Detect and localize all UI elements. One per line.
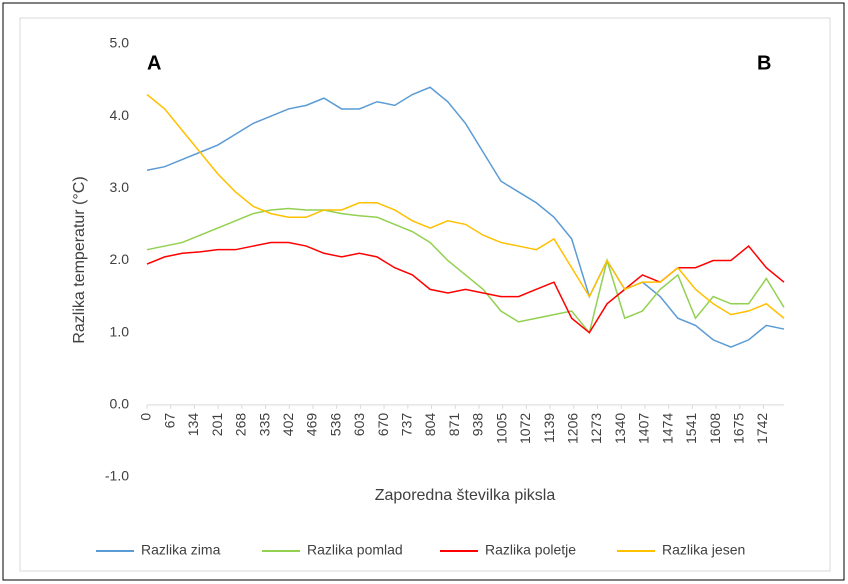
x-tick-label: 1139 [541,413,557,443]
x-tick-label: 469 [304,413,320,437]
x-tick-label: 737 [399,413,415,437]
legend-label: Razlika poletje [485,542,576,558]
x-tick-label: 938 [470,413,486,437]
series-line [146,93,785,319]
chart-border [19,17,831,572]
x-tick-label: 1273 [588,413,604,444]
x-tick-label: 1005 [493,413,509,444]
x-tick-label: 1340 [612,413,628,444]
y-tick-label: 1.0 [110,323,130,339]
y-axis-label: Razlika temperatur (°C) [71,176,88,343]
legend-label: Razlika zima [141,542,221,558]
series-line [146,86,785,348]
x-tick-label: 268 [233,413,249,437]
y-tick-label: 4.0 [110,107,130,123]
x-tick-label: 1675 [730,413,746,444]
y-tick-label: 0.0 [110,396,130,412]
annotation: A [147,52,161,74]
x-tick-label: 1742 [754,413,770,444]
x-tick-label: 335 [256,413,272,437]
x-tick-label: 1541 [683,413,699,444]
series-line [146,207,785,335]
x-tick-label: 201 [209,413,225,437]
legend-label: Razlika pomlad [307,542,403,558]
x-tick-label: 67 [161,413,177,429]
annotation: B [757,52,771,74]
legend-label: Razlika jesen [662,542,745,558]
x-tick-label: 670 [375,413,391,437]
x-tick-label: 871 [446,413,462,437]
x-tick-label: 1206 [564,413,580,444]
x-axis-label: Zaporedna številka piksla [375,487,556,504]
x-tick-label: 134 [185,413,201,437]
y-tick-label: 2.0 [110,251,130,267]
x-tick-label: 402 [280,413,296,437]
x-tick-label: 1072 [517,413,533,444]
y-tick-label: -1.0 [105,468,129,484]
y-tick-label: 5.0 [110,35,130,51]
x-tick-label: 0 [138,413,154,421]
x-tick-label: 1608 [707,413,723,444]
x-tick-label: 603 [351,413,367,437]
y-tick-label: 3.0 [110,179,130,195]
x-tick-label: 1407 [636,413,652,444]
x-tick-label: 1474 [659,413,675,444]
x-tick-label: 804 [422,413,438,437]
x-tick-label: 536 [327,413,343,437]
